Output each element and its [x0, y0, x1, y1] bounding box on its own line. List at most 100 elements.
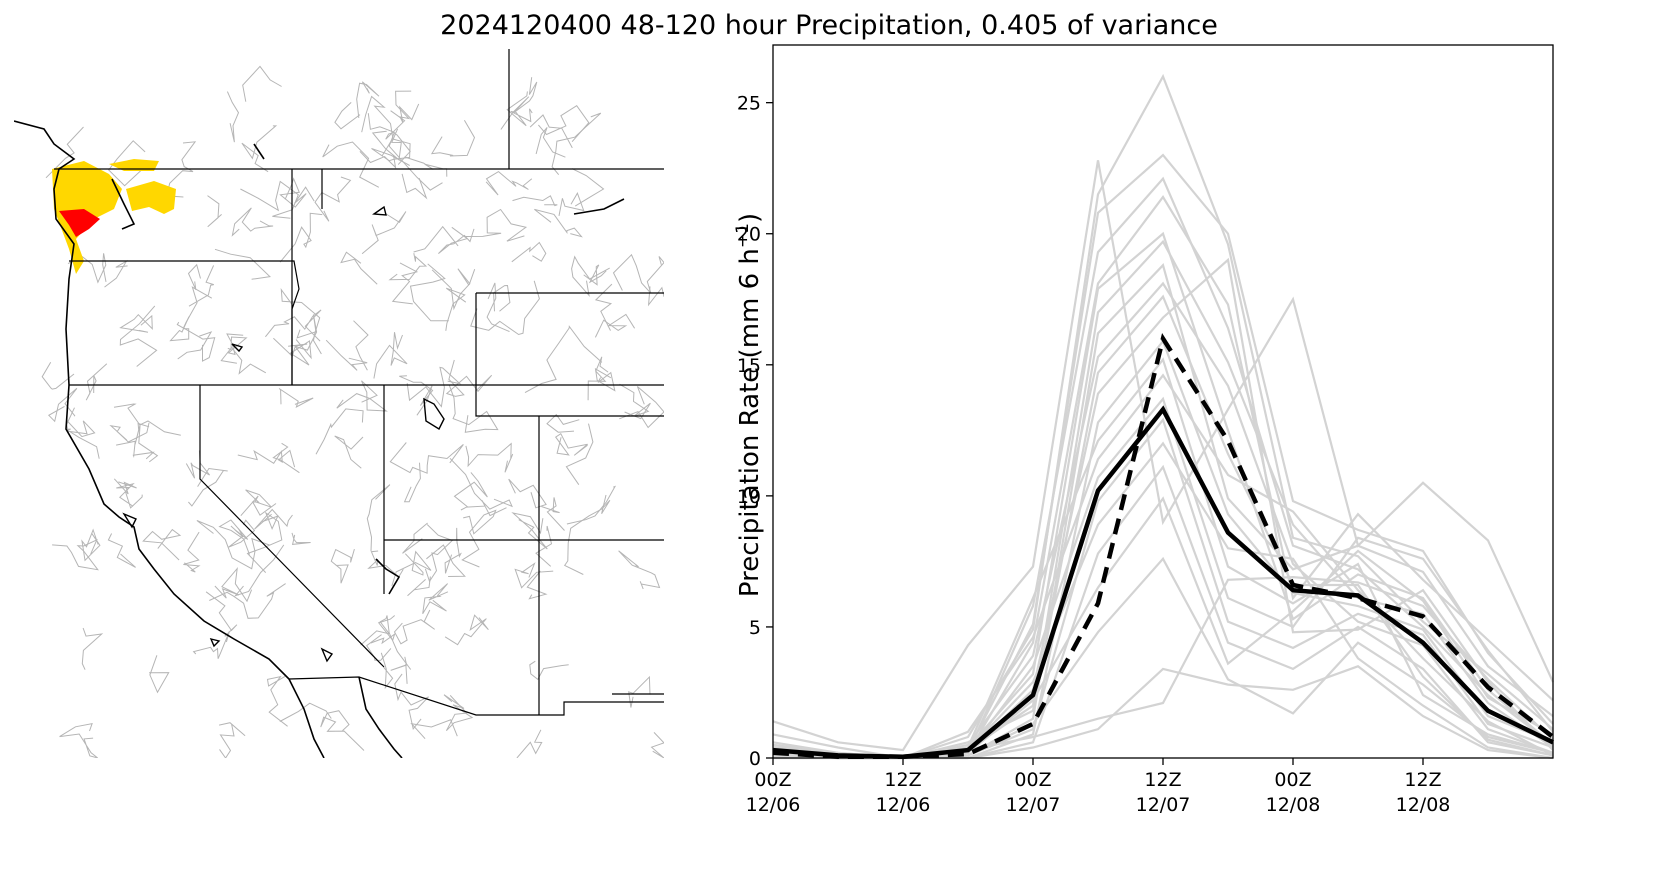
basin-boundary — [410, 719, 458, 740]
western-us-basin-map — [14, 49, 664, 758]
basin-boundary — [461, 509, 497, 568]
basin-boundary — [409, 263, 449, 322]
basin-boundary — [486, 282, 510, 333]
basin-boundary — [371, 138, 411, 166]
basin-boundary — [330, 548, 355, 584]
basin-boundary — [240, 489, 277, 517]
precip-area-moderate — [126, 181, 176, 214]
series-lines — [772, 332, 1555, 759]
basin-boundary — [315, 408, 364, 455]
basin-boundary — [241, 125, 278, 173]
basin-boundary — [359, 151, 397, 169]
basin-boundary — [390, 656, 408, 684]
basin-boundary — [278, 388, 314, 409]
basin-boundary — [218, 519, 250, 555]
basin-boundary — [322, 141, 380, 188]
basin-boundary — [583, 264, 607, 286]
basin-boundary — [226, 91, 240, 143]
basin-boundary — [526, 570, 548, 600]
political-borders — [54, 49, 664, 716]
basin-boundary — [565, 423, 594, 485]
basin-boundary — [183, 531, 201, 573]
x-tick-label: 12Z — [884, 769, 921, 791]
basin-boundary — [59, 722, 99, 758]
basin-boundary — [41, 362, 75, 390]
basin-boundary — [242, 65, 282, 102]
basin-boundary — [373, 332, 408, 379]
basin-boundary — [422, 583, 449, 615]
basin-boundary — [273, 314, 318, 358]
x-tick-label: 00Z — [1274, 769, 1311, 791]
basin-boundary — [188, 265, 215, 307]
basin-boundary — [81, 528, 101, 562]
basin-boundary — [279, 212, 323, 263]
ensemble-member-line — [772, 160, 1554, 752]
basin-boundary — [109, 422, 150, 443]
basin-boundary — [367, 110, 406, 140]
basin-boundary — [370, 615, 396, 645]
basin-boundary — [254, 508, 293, 530]
y-tick-label: 25 — [737, 93, 761, 115]
basin-boundary — [380, 652, 394, 690]
figure-title: 2024120400 48-120 hour Precipitation, 0.… — [440, 10, 1218, 41]
basin-boundary — [134, 422, 159, 463]
basin-boundary — [266, 675, 288, 727]
basin-boundary — [551, 112, 602, 176]
y-axis-label: Precipitation Rate (mm 6 h−1) — [733, 213, 765, 597]
basin-boundary — [594, 368, 616, 392]
basin-boundary — [445, 287, 467, 331]
basin-boundary — [325, 339, 368, 371]
basin-boundary — [265, 309, 322, 342]
basin-boundary — [119, 313, 153, 333]
basin-boundary — [240, 180, 299, 219]
basin-boundary — [424, 524, 454, 583]
basin-boundary — [119, 305, 158, 367]
y-tick-label: 0 — [749, 748, 761, 770]
basin-boundary — [448, 384, 499, 433]
basin-boundary — [403, 462, 421, 503]
basin-boundary — [107, 533, 136, 568]
solid-series-line — [772, 405, 1554, 759]
x-tick-label: 00Z — [754, 769, 791, 791]
basin-boundary — [391, 550, 432, 587]
basin-boundary — [453, 472, 488, 508]
basin-boundary — [334, 435, 364, 469]
basin-boundary — [81, 627, 104, 670]
basin-boundary — [554, 432, 588, 456]
basin-boundary — [149, 655, 170, 694]
basin-boundary — [619, 386, 664, 429]
x-tick-label: 12/06 — [746, 794, 801, 816]
basin-boundary — [196, 520, 270, 570]
basin-boundary — [449, 457, 513, 510]
basin-boundary — [360, 615, 412, 670]
basin-boundary — [558, 192, 585, 216]
basin-boundary — [514, 562, 554, 589]
basin-boundary — [628, 675, 651, 708]
basin-boundary — [340, 251, 378, 285]
basin-boundary — [336, 380, 388, 412]
x-tick-label: 12/08 — [1266, 794, 1321, 816]
basin-boundary — [431, 268, 476, 311]
basin-boundary — [493, 284, 511, 312]
basin-boundary — [85, 363, 108, 401]
basin-boundary — [524, 325, 603, 394]
ensemble-member-line — [772, 373, 1554, 760]
basin-boundary — [516, 729, 543, 758]
basin-boundary — [192, 631, 230, 659]
y-tick-label: 10 — [737, 486, 761, 508]
basin-boundary — [209, 583, 286, 619]
basin-boundary — [426, 544, 466, 577]
basin-boundary — [389, 442, 464, 474]
basin-boundary — [444, 527, 462, 574]
basin-boundary — [66, 428, 100, 459]
basin-boundary — [116, 482, 143, 509]
x-tick-label: 12/07 — [1006, 794, 1061, 816]
ensemble-member-line — [772, 195, 1554, 760]
basin-boundary — [116, 440, 155, 460]
basin-boundary — [320, 710, 365, 751]
basin-boundary — [430, 119, 476, 157]
ensemble-member-line — [772, 575, 1554, 760]
basin-boundary — [612, 253, 664, 294]
basin-boundary — [465, 208, 528, 242]
precip-area-moderate — [109, 159, 159, 171]
